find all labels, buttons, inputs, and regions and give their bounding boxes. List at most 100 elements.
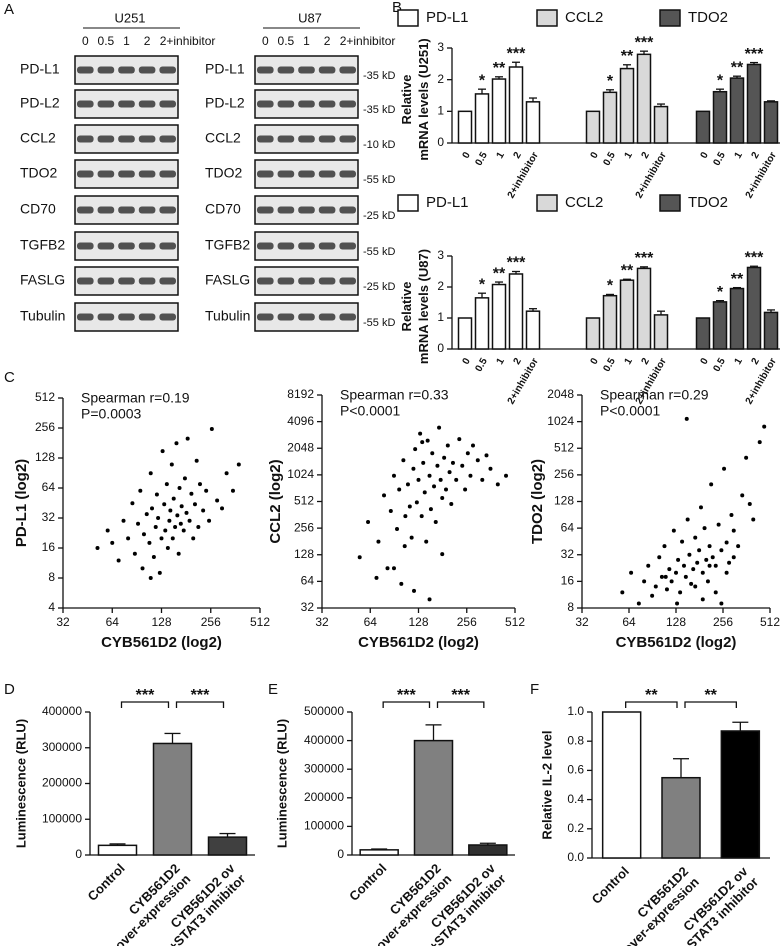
point	[504, 473, 509, 478]
band	[257, 66, 274, 74]
x-tick-label: 0.5	[711, 356, 728, 374]
x-tick-label: 0.5	[601, 150, 618, 168]
band	[138, 135, 156, 143]
band	[77, 206, 94, 214]
y-tick-label: 16	[561, 574, 575, 588]
point	[695, 560, 700, 565]
bar	[602, 91, 618, 144]
y-tick-label: 8	[48, 570, 55, 584]
point	[405, 482, 410, 487]
point	[724, 540, 729, 545]
point	[154, 492, 159, 497]
band	[118, 242, 135, 250]
point	[724, 570, 729, 575]
legend-swatch	[397, 9, 419, 27]
x-tick-label: Control	[85, 861, 128, 904]
band	[159, 313, 176, 321]
size-label: -25 kD	[363, 281, 395, 293]
bar	[413, 739, 454, 856]
point	[418, 431, 423, 436]
point	[220, 506, 225, 511]
y-tick-label: 8	[567, 600, 574, 614]
y-tick-label: 200000	[42, 776, 82, 790]
point	[414, 500, 419, 505]
point	[182, 476, 187, 481]
y-tick-label: 16	[42, 540, 56, 554]
point	[680, 539, 685, 544]
x-tick-label: 0.5	[601, 356, 618, 374]
y-tick-label: 128	[35, 450, 55, 464]
point	[438, 477, 443, 482]
point	[681, 563, 686, 568]
point	[174, 441, 179, 446]
point	[747, 501, 752, 506]
bar	[474, 93, 490, 144]
point	[447, 470, 452, 475]
band	[298, 135, 315, 143]
point	[116, 558, 121, 563]
point	[197, 482, 202, 487]
point	[684, 416, 689, 421]
band	[277, 277, 295, 285]
point	[215, 498, 220, 503]
x-tick-label: 1	[495, 150, 508, 161]
significance: ***	[451, 687, 470, 704]
dose-label: 0	[82, 34, 89, 48]
band	[118, 313, 135, 321]
annotation: P=0.0003	[81, 406, 142, 422]
y-tick-label: 2	[437, 72, 444, 86]
y-tick-label: 1024	[547, 414, 574, 428]
point	[401, 458, 406, 463]
y-tick-label: 32	[561, 547, 575, 561]
point	[693, 584, 698, 589]
point	[731, 555, 736, 560]
band	[339, 313, 356, 321]
point	[659, 574, 664, 579]
point	[416, 477, 421, 482]
band	[257, 170, 274, 178]
point	[140, 566, 145, 571]
point	[132, 551, 137, 556]
x-tick-label: 64	[364, 615, 378, 629]
y-tick-label: 1024	[287, 467, 314, 481]
band	[318, 170, 336, 178]
size-label: -55 kD	[363, 317, 395, 329]
bar	[746, 266, 762, 350]
bar	[661, 776, 701, 859]
bar	[729, 77, 745, 144]
point	[173, 524, 178, 529]
band	[277, 242, 295, 250]
point	[164, 482, 169, 487]
point	[762, 424, 767, 429]
significance: *	[479, 72, 486, 89]
point	[685, 517, 690, 522]
y-tick-label: 32	[42, 510, 56, 524]
point	[121, 518, 126, 523]
point	[148, 576, 153, 580]
protein-label: TGFB2	[205, 237, 250, 253]
protein-label: CD70	[205, 201, 241, 217]
x-tick-label: 1	[733, 150, 746, 161]
band	[77, 170, 94, 178]
point	[687, 552, 692, 557]
point	[674, 570, 678, 575]
y-tick-label: 512	[294, 494, 314, 508]
band	[159, 170, 176, 178]
point	[385, 566, 390, 571]
x-tick-label: 2+inhibitor	[506, 356, 541, 406]
point	[683, 574, 688, 579]
bar	[525, 310, 541, 350]
point	[185, 436, 190, 441]
point	[454, 477, 459, 482]
point	[376, 539, 381, 544]
point	[450, 460, 455, 465]
protein-label: FASLG	[20, 272, 65, 288]
significance: **	[621, 48, 634, 65]
point	[740, 493, 745, 498]
point	[151, 554, 156, 559]
y-tick-label: 1	[437, 104, 444, 118]
legend-swatch	[536, 194, 558, 212]
bar	[468, 844, 508, 856]
band	[77, 100, 94, 108]
point	[713, 590, 718, 595]
